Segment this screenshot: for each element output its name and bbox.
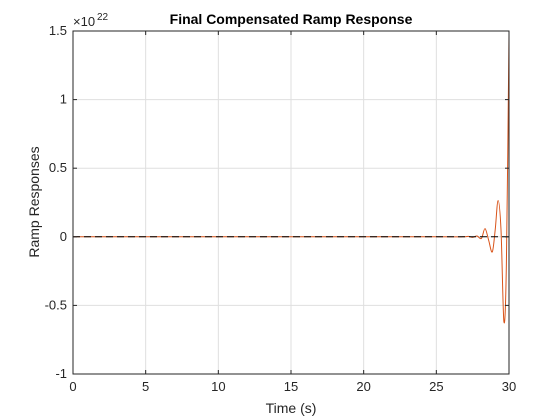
x-tick-label-5: 25 bbox=[429, 379, 443, 394]
x-tick-label-3: 15 bbox=[284, 379, 298, 394]
x-tick-label-6: 30 bbox=[502, 379, 516, 394]
x-tick-label-2: 10 bbox=[211, 379, 225, 394]
y-exponent-power: 22 bbox=[97, 12, 109, 23]
y-axis-label: Ramp Responses bbox=[26, 146, 42, 257]
x-tick-label-0: 0 bbox=[69, 379, 76, 394]
x-tick-label-1: 5 bbox=[142, 379, 149, 394]
y-tick-label-2: 0 bbox=[60, 229, 67, 244]
chart-title: Final Compensated Ramp Response bbox=[170, 11, 413, 27]
x-axis-label: Time (s) bbox=[266, 400, 317, 416]
y-exponent-base: ×10 bbox=[73, 14, 95, 29]
y-tick-label-5: 1.5 bbox=[49, 23, 67, 38]
ticks: 0 5 10 15 20 25 30 -1 -0.5 0 0.5 1 1.5 bbox=[45, 23, 517, 394]
y-tick-label-1: -0.5 bbox=[45, 297, 67, 312]
y-tick-label-3: 0.5 bbox=[49, 160, 67, 175]
y-tick-label-0: -1 bbox=[55, 366, 67, 381]
series-layer bbox=[72, 35, 510, 324]
y-tick-label-4: 1 bbox=[60, 92, 67, 107]
x-tick-label-4: 20 bbox=[356, 379, 370, 394]
